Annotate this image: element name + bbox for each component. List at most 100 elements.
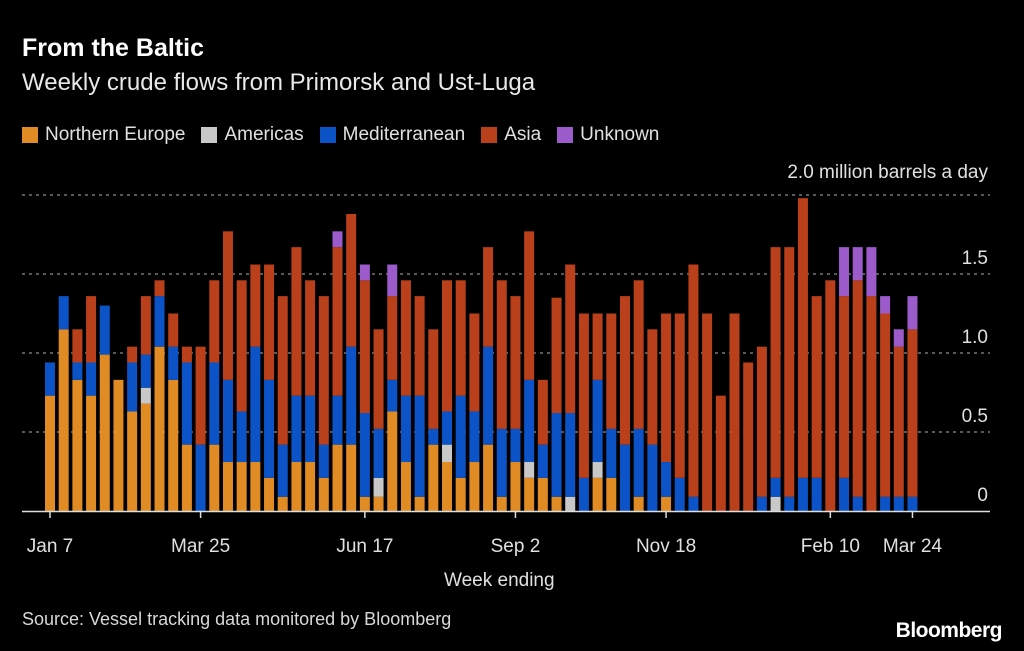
- bar-segment-asia: [236, 280, 247, 412]
- bar-segment-asia: [332, 247, 343, 396]
- bar-segment-mediterranean: [222, 379, 233, 463]
- x-tick-label: Jan 7: [27, 536, 73, 557]
- bar-segment-asia: [852, 280, 863, 497]
- bar-segment-asia: [455, 280, 466, 396]
- bar-segment-mediterranean: [592, 379, 603, 463]
- bar-segment-asia: [551, 297, 562, 414]
- bar-segment-asia: [469, 313, 480, 412]
- bar-segment-unknown: [332, 231, 343, 248]
- bar-segment-mediterranean: [537, 444, 548, 478]
- x-tick-label: Sep 2: [491, 536, 541, 557]
- bar-segment-northern-europe: [45, 395, 55, 511]
- bar-segment-asia: [305, 280, 316, 396]
- legend-swatch: [481, 127, 498, 143]
- bar-segment-northern-europe: [99, 354, 110, 511]
- bar-segment-mediterranean: [578, 477, 589, 511]
- bar-segment-northern-europe: [551, 496, 562, 511]
- bar-segment-mediterranean: [373, 428, 384, 478]
- bar-segment-mediterranean: [893, 496, 904, 511]
- bar-segment-mediterranean: [236, 411, 247, 463]
- legend-item: Unknown: [557, 124, 659, 146]
- legend-label: Northern Europe: [45, 124, 186, 145]
- bar-segment-unknown: [839, 247, 850, 297]
- bar-segment-mediterranean: [99, 305, 110, 355]
- bar-segment-mediterranean: [264, 379, 275, 478]
- bar-segment-mediterranean: [181, 362, 192, 445]
- bar-segment-asia: [606, 313, 617, 429]
- bar-segment-mediterranean: [483, 346, 494, 445]
- bar-segment-asia: [181, 346, 192, 363]
- bar-segment-mediterranean: [209, 362, 220, 445]
- bar-segment-mediterranean: [674, 477, 685, 511]
- chart-subtitle: Weekly crude flows from Primorsk and Ust…: [22, 69, 536, 96]
- bar-segment-mediterranean: [770, 477, 781, 497]
- bar-segment-asia: [483, 247, 494, 347]
- bar-segment-northern-europe: [661, 496, 672, 511]
- bar-segment-northern-europe: [236, 462, 247, 511]
- bar-segment-northern-europe: [633, 496, 644, 511]
- bar-segment-americas: [524, 462, 535, 478]
- bar-segment-asia: [195, 346, 206, 445]
- y-unit-label: 2.0 million barrels a day: [787, 162, 988, 183]
- legend-swatch: [22, 127, 38, 143]
- bar-segment-mediterranean: [58, 296, 69, 330]
- bar-segment-northern-europe: [305, 462, 316, 511]
- bar-segment-mediterranean: [551, 413, 562, 497]
- bar-segment-asia: [729, 313, 740, 511]
- bar-segment-northern-europe: [332, 444, 343, 511]
- bar-segment-asia: [86, 296, 97, 363]
- bar-segment-northern-europe: [483, 444, 494, 511]
- bar-segment-asia: [359, 280, 370, 414]
- bar-segment-northern-europe: [606, 477, 617, 511]
- bar-segment-asia: [619, 296, 630, 445]
- x-axis-label: Week ending: [0, 570, 1024, 592]
- bar-segment-americas: [770, 496, 781, 511]
- bar-segment-mediterranean: [168, 346, 179, 380]
- bar-segment-mediterranean: [852, 496, 863, 511]
- bar-segment-northern-europe: [72, 379, 83, 511]
- bar-segment-asia: [496, 280, 507, 429]
- bar-segment-northern-europe: [86, 395, 97, 511]
- bar-segment-asia: [647, 329, 658, 445]
- bar-segment-northern-europe: [537, 477, 548, 511]
- bar-segment-asia: [702, 313, 713, 511]
- bar-segment-mediterranean: [496, 428, 507, 497]
- bar-segment-mediterranean: [565, 413, 576, 497]
- bar-segment-mediterranean: [332, 395, 343, 445]
- bar-segment-mediterranean: [318, 444, 329, 478]
- bar-segment-mediterranean: [633, 428, 644, 497]
- legend-label: Unknown: [580, 124, 660, 145]
- bar-segment-unknown: [866, 247, 877, 297]
- x-tick-label: Mar 24: [883, 536, 943, 557]
- bar-segment-mediterranean: [387, 379, 398, 412]
- bar-segment-asia: [442, 280, 453, 412]
- bar-segment-unknown: [387, 264, 398, 297]
- bar-segment-northern-europe: [496, 496, 507, 511]
- bar-segment-mediterranean: [195, 444, 206, 511]
- bar-segment-mediterranean: [907, 496, 918, 511]
- bar-segment-asia: [346, 213, 357, 347]
- bar-segment-northern-europe: [168, 379, 179, 511]
- legend-item: Asia: [481, 124, 541, 146]
- bar-segment-americas: [140, 387, 151, 404]
- bar-segment-mediterranean: [688, 496, 699, 511]
- bar-segment-asia: [250, 264, 261, 347]
- y-tick-label: 0.5: [962, 406, 988, 427]
- bar-segment-asia: [565, 264, 576, 414]
- legend-swatch: [319, 127, 336, 143]
- bar-segment-northern-europe: [455, 477, 466, 511]
- bloomberg-logo: Bloomberg: [895, 619, 1003, 642]
- bar-segment-asia: [797, 198, 808, 478]
- bar-segment-asia: [400, 280, 411, 396]
- bar-segment-northern-europe: [428, 444, 439, 511]
- bar-segment-northern-europe: [291, 462, 302, 511]
- y-tick-label: 1.5: [962, 248, 988, 269]
- bar-segment-asia: [674, 313, 685, 478]
- bar-segment-mediterranean: [45, 362, 55, 396]
- bar-segment-mediterranean: [756, 496, 767, 511]
- bar-segment-mediterranean: [797, 477, 808, 511]
- bar-segment-unknown: [852, 247, 863, 281]
- bar-segment-northern-europe: [318, 477, 329, 511]
- bar-segment-asia: [825, 280, 836, 511]
- bar-segment-asia: [291, 247, 302, 396]
